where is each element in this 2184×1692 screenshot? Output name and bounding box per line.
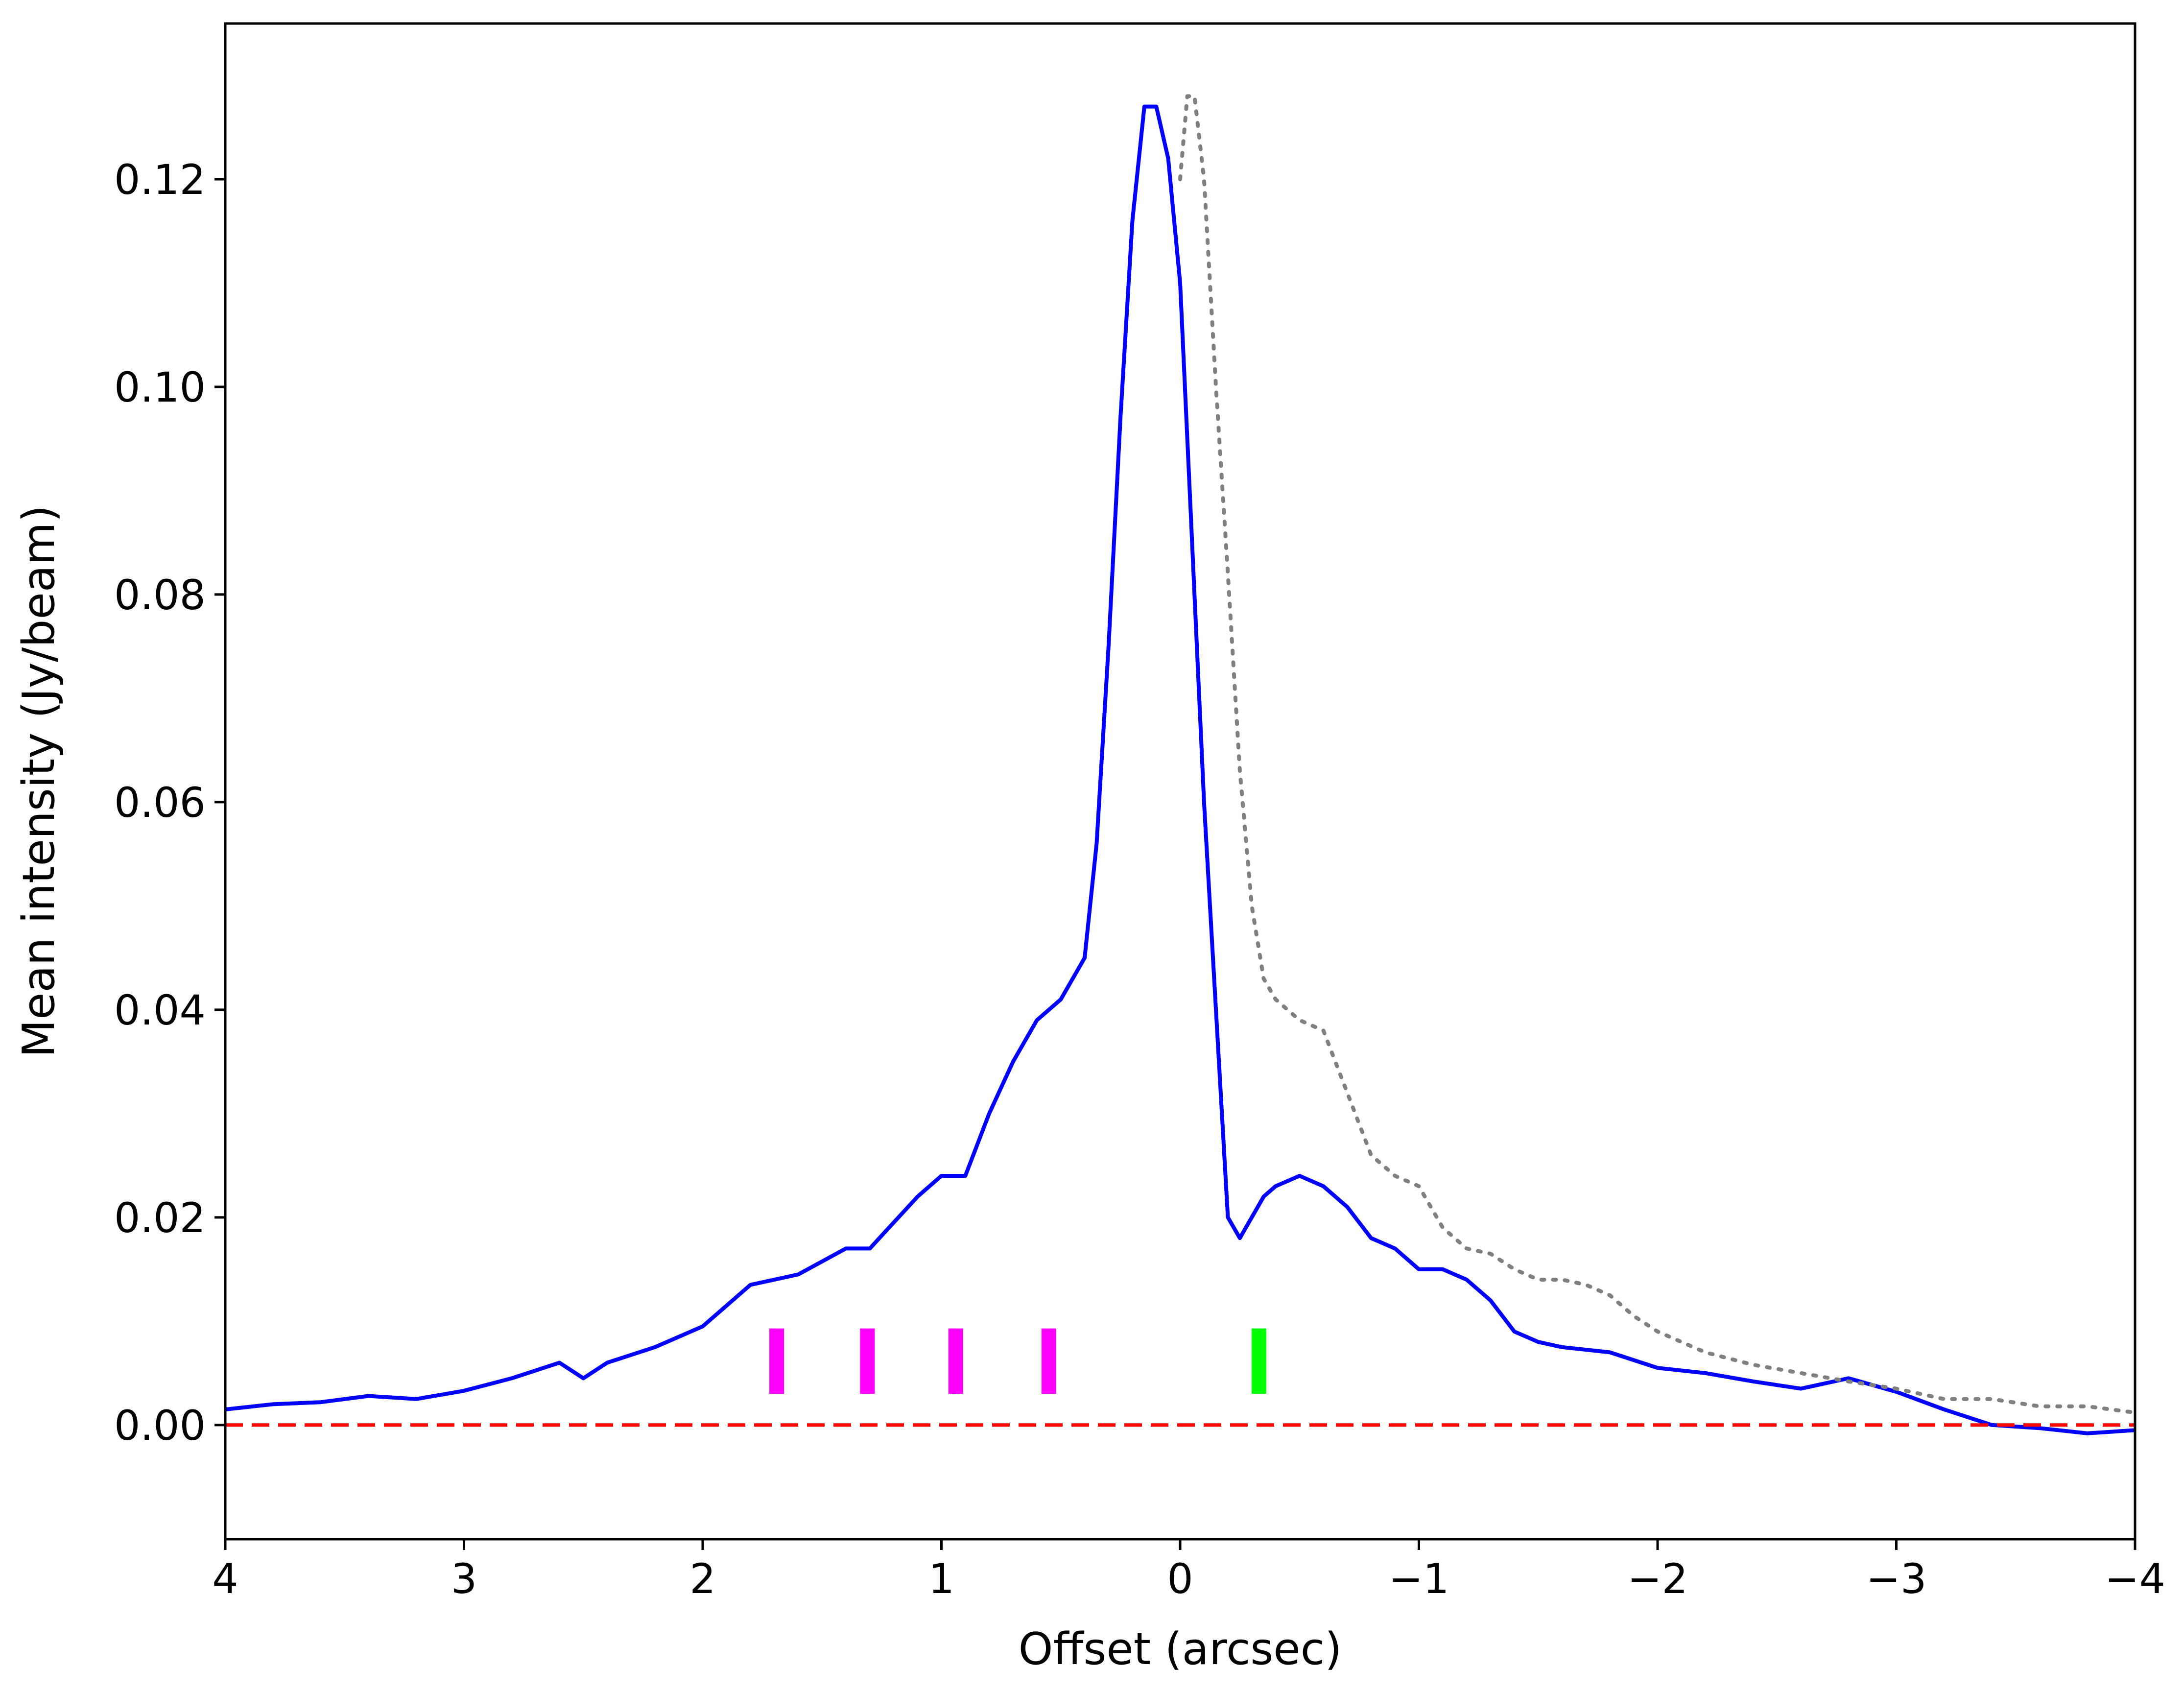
x-tick-label: −1 (1389, 1555, 1449, 1603)
y-axis-label: Mean intensity (Jy/beam) (13, 505, 65, 1057)
series-layer (225, 94, 2135, 1435)
y-tick-label: 0.08 (114, 571, 206, 619)
x-tick-label: −3 (1866, 1555, 1927, 1603)
position-marker (860, 1328, 875, 1394)
position-marker (1041, 1328, 1056, 1394)
x-tick-label: −4 (2105, 1555, 2165, 1603)
gray-dotted-profile-line (1178, 94, 2135, 1415)
position-marker (1251, 1328, 1266, 1394)
y-tick-label: 0.10 (114, 363, 206, 411)
x-tick-label: 1 (928, 1555, 954, 1603)
x-tick-label: 3 (451, 1555, 477, 1603)
y-tick-label: 0.02 (114, 1194, 206, 1242)
y-tick-label: 0.06 (114, 779, 206, 827)
x-tick-label: 0 (1167, 1555, 1193, 1603)
y-tick-label: 0.04 (114, 986, 206, 1034)
marker-layer (769, 1328, 1266, 1394)
position-marker (948, 1328, 963, 1394)
x-axis: 4 3 2 1 0 −1 −2 −3 −4 (212, 1539, 2165, 1603)
x-tick-label: 2 (689, 1555, 715, 1603)
blue-profile-line (225, 104, 2135, 1435)
x-tick-label: 4 (212, 1555, 238, 1603)
y-tick-label: 0.00 (114, 1402, 206, 1450)
x-tick-label: −2 (1627, 1555, 1688, 1603)
position-marker (769, 1328, 784, 1394)
y-tick-label: 0.12 (114, 156, 206, 204)
y-axis: 0.00 0.02 0.04 0.06 0.08 0.10 0.12 (114, 156, 225, 1450)
x-axis-label: Offset (arcsec) (1019, 1623, 1342, 1675)
